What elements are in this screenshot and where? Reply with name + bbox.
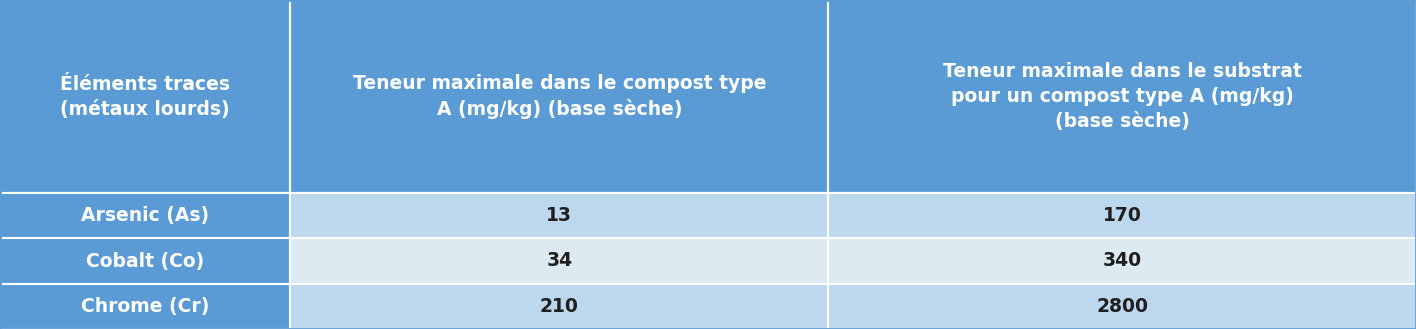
Bar bbox=[290, 238, 828, 284]
Text: 210: 210 bbox=[539, 297, 579, 316]
Text: Chrome (Cr): Chrome (Cr) bbox=[81, 297, 210, 316]
Bar bbox=[828, 0, 1416, 193]
Text: Arsenic (As): Arsenic (As) bbox=[81, 206, 210, 225]
Text: Teneur maximale dans le substrat
pour un compost type A (mg/kg)
(base sèche): Teneur maximale dans le substrat pour un… bbox=[943, 62, 1301, 131]
Text: 170: 170 bbox=[1103, 206, 1141, 225]
Bar bbox=[828, 193, 1416, 238]
Bar bbox=[0, 0, 290, 193]
Text: 13: 13 bbox=[547, 206, 572, 225]
Bar bbox=[0, 193, 290, 238]
Bar bbox=[290, 193, 828, 238]
Text: Éléments traces
(métaux lourds): Éléments traces (métaux lourds) bbox=[59, 74, 231, 118]
Text: 2800: 2800 bbox=[1096, 297, 1148, 316]
Text: Cobalt (Co): Cobalt (Co) bbox=[86, 251, 204, 270]
Bar bbox=[290, 0, 828, 193]
Bar bbox=[0, 238, 290, 284]
Text: 340: 340 bbox=[1103, 251, 1141, 270]
Bar bbox=[290, 284, 828, 329]
Bar bbox=[828, 284, 1416, 329]
Text: Teneur maximale dans le compost type
A (mg/kg) (base sèche): Teneur maximale dans le compost type A (… bbox=[353, 74, 766, 119]
Text: 34: 34 bbox=[547, 251, 572, 270]
Bar bbox=[0, 284, 290, 329]
Bar bbox=[828, 238, 1416, 284]
